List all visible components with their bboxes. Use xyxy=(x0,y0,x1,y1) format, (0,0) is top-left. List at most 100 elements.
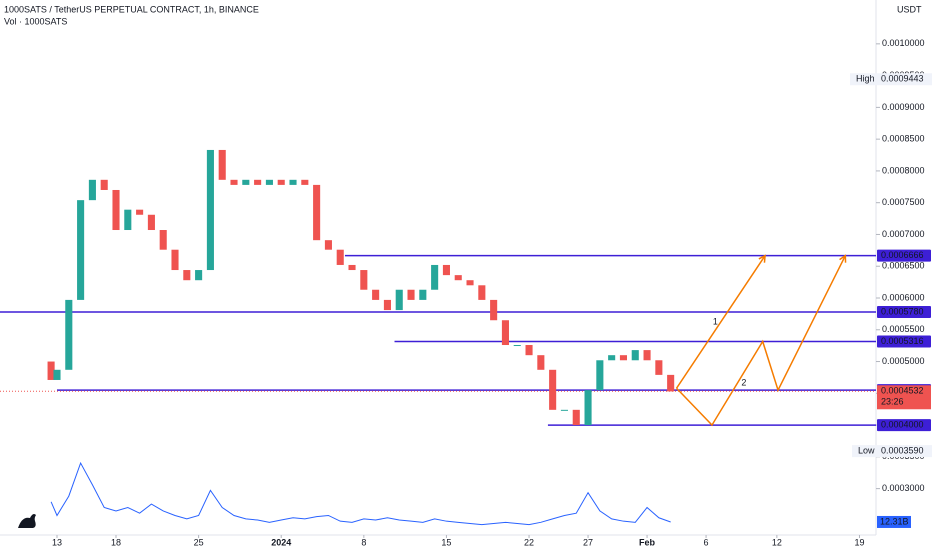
candle-body xyxy=(383,299,391,311)
candle-body xyxy=(195,270,203,281)
x-tick-label: 18 xyxy=(111,537,121,547)
candle-body xyxy=(47,361,55,380)
level-label-box xyxy=(877,249,931,262)
x-tick-label: 15 xyxy=(441,537,451,547)
volume-last-label: 12.31B xyxy=(880,516,909,526)
candle-body xyxy=(206,149,214,271)
volume-last-box xyxy=(877,515,911,528)
last-price-label: 0.0004532 xyxy=(881,386,924,396)
candle-body xyxy=(454,275,462,281)
y-tick-label: 0.0009000 xyxy=(882,102,925,112)
level-label-box xyxy=(877,335,931,348)
candle-body xyxy=(584,390,592,426)
level-label-box xyxy=(877,419,931,432)
x-tick-label: 12 xyxy=(772,537,782,547)
candle-body xyxy=(171,249,179,271)
low-box xyxy=(852,445,932,458)
candle-body xyxy=(65,299,73,370)
projection-path xyxy=(675,255,766,389)
candle-body xyxy=(88,179,96,201)
candle-body xyxy=(513,345,521,347)
logo xyxy=(18,514,36,528)
candle-body xyxy=(360,270,368,290)
last-price-box xyxy=(877,385,931,410)
y-tick-label: 0.0007000 xyxy=(882,229,925,239)
candle-body xyxy=(265,179,273,185)
chart-title: 1000SATS / TetherUS PERPETUAL CONTRACT, … xyxy=(4,4,259,14)
candle-body xyxy=(112,189,120,231)
volume-label: Vol · 1000SATS xyxy=(4,16,67,26)
x-tick-label: 22 xyxy=(524,537,534,547)
candle-body xyxy=(242,179,250,185)
candle-body xyxy=(501,320,509,346)
candle-body xyxy=(136,209,144,215)
high-value: 0.0009443 xyxy=(881,74,924,84)
projection-path xyxy=(676,255,846,427)
y-tick-label: 0.0003000 xyxy=(882,483,925,493)
volume-line xyxy=(50,461,671,526)
candle-body xyxy=(372,289,380,300)
y-tick-label: 0.0005500 xyxy=(882,324,925,334)
candle-body xyxy=(277,179,285,185)
candle-body xyxy=(218,149,226,180)
candle-body xyxy=(289,179,297,185)
y-tick-label: 0.0008000 xyxy=(882,165,925,175)
candle-body xyxy=(230,179,238,185)
candle-body xyxy=(490,299,498,321)
low-value: 0.0003590 xyxy=(881,446,924,456)
y-tick-label: 0.0010000 xyxy=(882,38,925,48)
projection-label: 1 xyxy=(713,316,718,326)
y-tick-label: 0.0006500 xyxy=(882,261,925,271)
x-tick-label: 6 xyxy=(704,537,709,547)
candle-body xyxy=(159,230,167,250)
x-tick-label: 2024 xyxy=(271,537,291,547)
y-axis-label: USDT xyxy=(897,4,922,14)
candle-body xyxy=(301,179,309,185)
candle-body xyxy=(77,200,85,300)
candle-body xyxy=(525,345,533,356)
candle-body xyxy=(667,374,675,392)
candle-body xyxy=(478,285,486,300)
candle-body xyxy=(596,360,604,391)
x-tick-label: 8 xyxy=(361,537,366,547)
candle-body xyxy=(324,240,332,250)
projection-arrow xyxy=(758,254,766,263)
candle-body xyxy=(608,355,616,361)
candle-body xyxy=(407,289,415,300)
projection-arrow xyxy=(839,254,847,263)
level-label-box xyxy=(877,305,931,318)
candle-body xyxy=(560,409,568,411)
candle-body xyxy=(549,369,557,410)
countdown: 23:26 xyxy=(881,397,904,407)
candle-body xyxy=(643,350,651,361)
candle-body xyxy=(572,409,580,426)
x-tick-label: 19 xyxy=(854,537,864,547)
candle-body xyxy=(466,280,474,286)
candle-body xyxy=(336,249,344,265)
x-tick-label: Feb xyxy=(639,537,656,547)
candle-body xyxy=(147,214,155,231)
candle-body xyxy=(395,289,403,311)
level-label: 0.0005316 xyxy=(881,336,924,346)
candle-body xyxy=(655,360,663,375)
candle-body xyxy=(124,209,132,231)
x-tick-label: 27 xyxy=(583,537,593,547)
x-tick-label: 25 xyxy=(194,537,204,547)
candle-body xyxy=(53,369,61,380)
y-tick-label: 0.0007500 xyxy=(882,197,925,207)
candle-body xyxy=(313,184,321,241)
y-tick-label: 0.0005000 xyxy=(882,356,925,366)
level-label: 0.0006666 xyxy=(881,250,924,260)
candle-body xyxy=(442,264,450,276)
y-tick-label: 0.0006000 xyxy=(882,292,925,302)
high-name: High xyxy=(856,74,875,84)
candle-body xyxy=(100,179,108,190)
low-name: Low xyxy=(858,446,875,456)
candle-body xyxy=(348,264,356,271)
high-box xyxy=(850,73,932,86)
level-label: 0.0004000 xyxy=(881,419,924,429)
level-label: 0.0005780 xyxy=(881,306,924,316)
y-tick-label: 0.0008500 xyxy=(882,134,925,144)
